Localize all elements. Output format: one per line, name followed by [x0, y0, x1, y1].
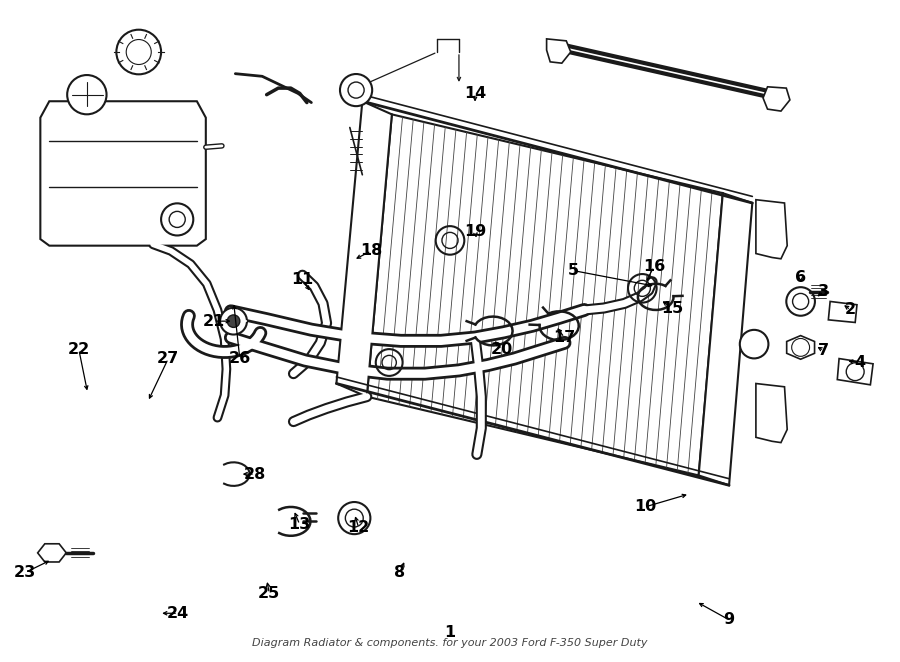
Text: 9: 9 [724, 612, 734, 628]
Text: 13: 13 [289, 517, 310, 532]
Text: Diagram Radiator & components. for your 2003 Ford F-350 Super Duty: Diagram Radiator & components. for your … [252, 638, 648, 648]
Text: 27: 27 [158, 351, 179, 366]
Circle shape [116, 30, 161, 74]
Text: 16: 16 [643, 259, 665, 274]
Polygon shape [756, 200, 788, 259]
Text: 22: 22 [68, 342, 90, 357]
Text: 23: 23 [14, 565, 36, 580]
Text: 12: 12 [347, 520, 370, 536]
Polygon shape [828, 301, 857, 322]
Polygon shape [787, 336, 814, 359]
Text: 14: 14 [464, 86, 486, 101]
Text: 7: 7 [818, 343, 830, 358]
Circle shape [340, 74, 373, 106]
Text: 4: 4 [854, 355, 865, 370]
Circle shape [169, 211, 185, 228]
Text: 15: 15 [661, 301, 683, 316]
Circle shape [161, 203, 194, 236]
Text: 19: 19 [464, 224, 486, 239]
Polygon shape [837, 359, 873, 385]
Circle shape [220, 308, 247, 334]
Text: 10: 10 [634, 499, 656, 514]
Text: 1: 1 [445, 626, 455, 640]
Circle shape [348, 82, 364, 98]
Text: 25: 25 [258, 586, 281, 601]
Text: 28: 28 [244, 467, 266, 481]
Text: 2: 2 [845, 303, 856, 318]
Text: 24: 24 [167, 606, 189, 621]
Polygon shape [546, 39, 571, 63]
Circle shape [740, 330, 769, 358]
Text: 18: 18 [360, 244, 382, 258]
Polygon shape [337, 101, 392, 397]
Text: 8: 8 [394, 565, 406, 580]
Text: 6: 6 [795, 269, 806, 285]
Circle shape [68, 75, 106, 115]
Text: 5: 5 [568, 263, 579, 278]
Polygon shape [763, 87, 790, 111]
Text: 20: 20 [491, 342, 513, 357]
Polygon shape [698, 193, 752, 485]
Text: 17: 17 [554, 330, 576, 345]
Polygon shape [756, 383, 788, 443]
Circle shape [228, 315, 239, 328]
Text: 3: 3 [818, 284, 830, 299]
Text: 21: 21 [202, 314, 225, 328]
Text: 11: 11 [292, 272, 313, 287]
Polygon shape [40, 101, 206, 246]
Text: 26: 26 [229, 351, 251, 366]
Polygon shape [367, 115, 723, 475]
Polygon shape [38, 544, 67, 562]
